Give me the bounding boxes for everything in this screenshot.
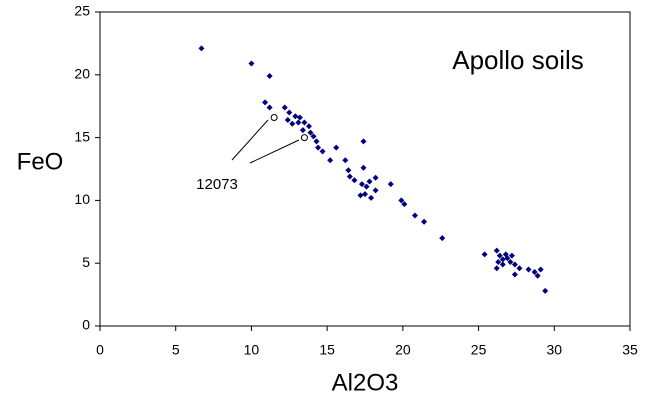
data-point [531,268,538,275]
data-point [542,287,549,294]
data-point [342,157,349,164]
data-point [262,99,269,106]
data-point [266,73,273,80]
x-tick-label: 10 [244,342,260,358]
data-point [310,133,317,140]
data-point [299,127,306,134]
chart-title: Apollo soils [452,45,584,75]
data-point [421,218,428,225]
data-point [289,120,296,127]
annotation-line [249,139,300,164]
y-tick-label: 5 [82,254,90,270]
x-tick-label: 5 [172,342,180,358]
data-point [315,144,322,151]
data-point [281,104,288,111]
data-point [313,138,320,145]
data-point [346,173,353,180]
data-point [362,191,368,198]
annotation: 12073 [196,176,238,193]
data-point [493,265,500,272]
data-point [300,134,308,142]
data-point [401,201,408,208]
data-point [345,167,352,174]
data-point [508,252,515,259]
data-point [319,148,326,155]
data-point [248,60,255,67]
x-tick-label: 15 [319,342,335,358]
data-point [534,272,541,279]
data-point [525,266,532,273]
data-point [368,194,375,201]
data-point [537,266,544,273]
y-tick-label: 10 [74,191,90,207]
data-point [327,157,334,164]
data-point [295,119,302,126]
data-point [372,187,379,194]
y-tick-label: 15 [74,128,90,144]
data-point [351,177,358,184]
data-point [439,235,446,242]
data-point [363,183,370,190]
data-point [387,181,394,188]
data-point [507,258,514,265]
data-point [372,174,379,181]
x-tick-label: 0 [96,342,104,358]
data-point [301,119,308,126]
x-tick-label: 25 [471,342,487,358]
data-point [496,252,503,259]
y-axis-label: FeO [17,148,64,175]
data-point [284,117,291,124]
data-point [296,114,303,121]
data-point [398,197,405,204]
y-tick-label: 0 [82,317,90,333]
y-tick-label: 20 [74,66,90,82]
data-point [360,138,367,145]
data-point [493,247,500,254]
x-tick-label: 30 [546,342,562,358]
y-tick-label: 25 [74,3,90,19]
data-point [499,256,506,263]
data-point [292,113,299,120]
data-point [495,258,502,265]
data-point [266,104,273,111]
data-point [357,192,364,199]
data-point [499,261,506,268]
plot-frame [99,11,631,327]
data-point [333,144,340,151]
data-point [481,251,488,258]
data-point [511,271,518,278]
data-point [511,261,518,268]
x-tick-label: 35 [622,342,638,358]
data-point [358,181,365,188]
data-point [307,129,314,136]
x-tick-label: 20 [395,342,411,358]
data-point [305,123,312,130]
data-point [411,212,418,219]
x-axis-label: Al2O3 [332,369,399,396]
data-point [504,255,511,262]
annotation-line [231,119,269,161]
data-point [198,45,205,52]
data-point [366,178,373,185]
data-point [286,109,293,116]
data-point [360,164,367,171]
data-point [516,265,523,272]
data-point [270,114,278,122]
